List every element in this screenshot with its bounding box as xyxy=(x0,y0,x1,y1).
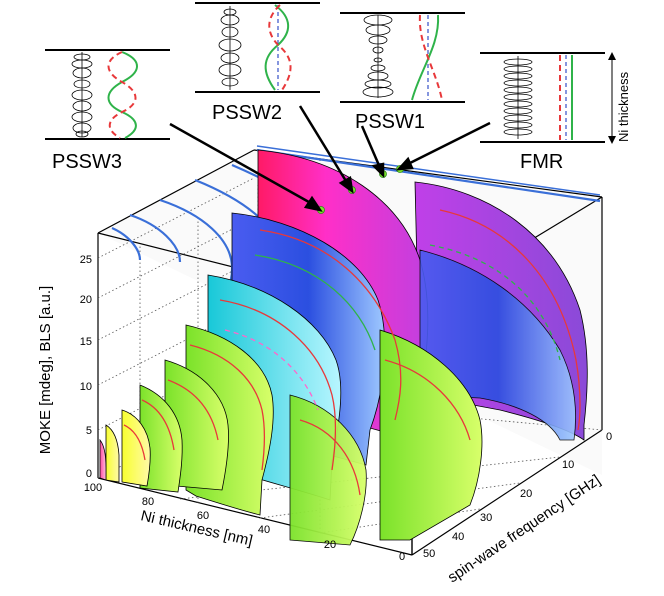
z-tick-0: 0 xyxy=(86,468,92,480)
z-tick-15: 15 xyxy=(80,336,92,348)
y-tick-40: 40 xyxy=(452,531,464,543)
z-tick-20: 20 xyxy=(80,294,92,306)
label-pssw2: PSSW2 xyxy=(212,102,282,124)
floor-front-edge xyxy=(97,477,413,556)
sheet-pink-small xyxy=(99,438,107,481)
label-pssw3: PSSW3 xyxy=(52,151,122,173)
spectra-surfaces xyxy=(99,149,588,546)
x-tick-60: 60 xyxy=(197,510,209,522)
pointer-arrows xyxy=(169,105,491,212)
sheet-yellow-2 xyxy=(105,424,120,483)
z-tick-10: 10 xyxy=(80,381,92,393)
y-ticks: 0 10 20 30 40 50 xyxy=(423,431,612,560)
floor-right-edge xyxy=(411,429,603,556)
profile-pssw1: PSSW1 xyxy=(340,12,465,133)
branch-fmr xyxy=(256,148,601,203)
label-fmr: FMR xyxy=(520,151,563,173)
sheet-green-3 xyxy=(139,384,183,493)
profile-pssw3: PSSW3 xyxy=(45,49,170,173)
y-tick-30: 30 xyxy=(480,512,492,524)
branch-fmr-upper xyxy=(256,145,601,196)
sheet-yellow-1 xyxy=(121,409,151,487)
x-tick-40: 40 xyxy=(258,524,270,536)
label-ni-thickness-side: Ni thickness xyxy=(616,71,631,142)
z-axis-title: MOKE [mdeg], BLS [a.u.] xyxy=(37,286,54,454)
x-tick-20: 20 xyxy=(324,539,336,551)
x-tick-100: 100 xyxy=(84,482,102,494)
x-tick-80: 80 xyxy=(142,496,154,508)
y-tick-50: 50 xyxy=(423,548,435,560)
label-pssw1: PSSW1 xyxy=(355,111,425,133)
left-top-edge xyxy=(97,149,255,234)
y-tick-20: 20 xyxy=(520,488,532,500)
x-tick-0: 0 xyxy=(399,551,405,563)
profile-fmr: Ni thickness FMR xyxy=(480,52,631,173)
profile-pssw2: PSSW2 xyxy=(195,2,320,124)
x-ticks: 100 80 60 40 20 0 xyxy=(84,482,405,563)
branch-5 xyxy=(111,226,142,261)
sheet-green-4 xyxy=(289,394,367,546)
sheet-green-front xyxy=(379,329,483,541)
z-tick-5: 5 xyxy=(86,425,92,437)
mode-lines xyxy=(123,209,581,496)
y-tick-0: 0 xyxy=(606,431,612,443)
branch-4 xyxy=(129,213,182,263)
z-ticks: 0 5 10 15 20 25 xyxy=(80,254,92,480)
z-tick-25: 25 xyxy=(80,254,92,266)
y-tick-10: 10 xyxy=(562,459,574,471)
